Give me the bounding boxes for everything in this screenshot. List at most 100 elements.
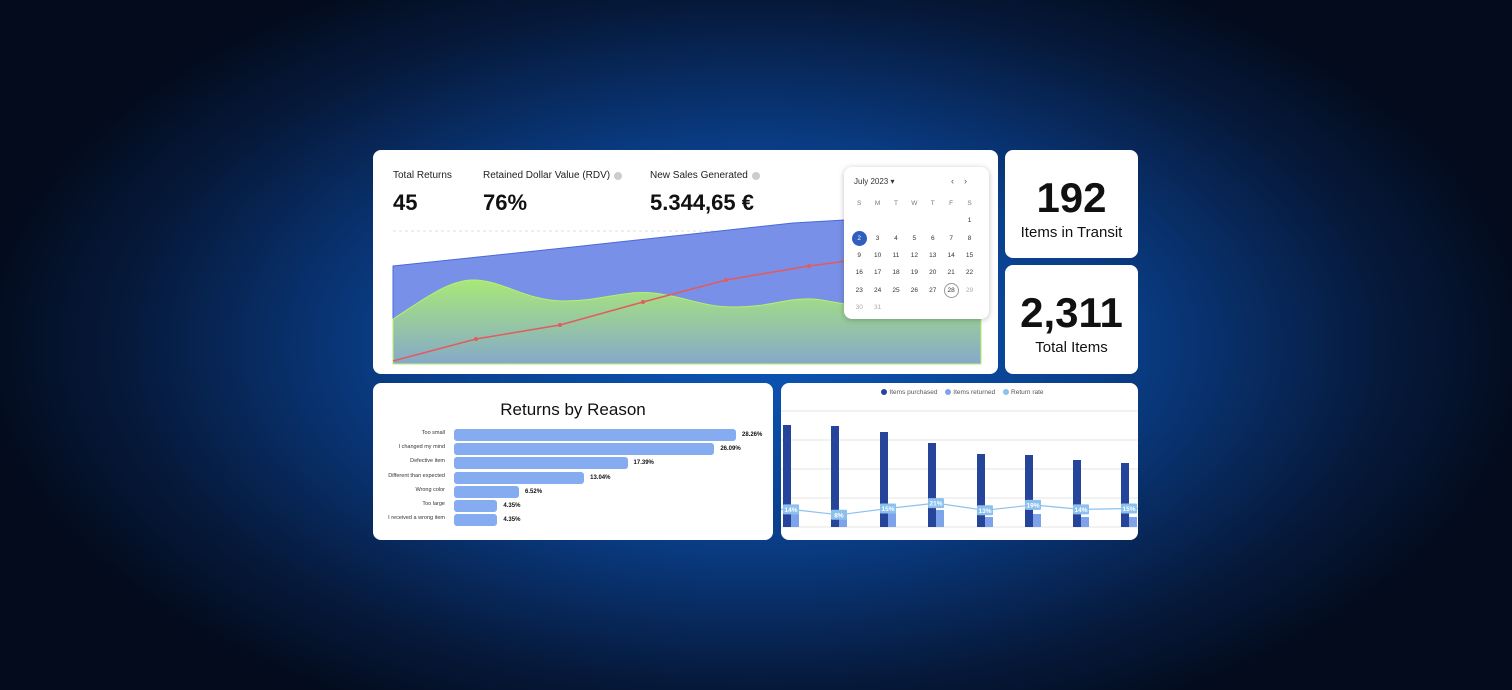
bar-items-purchased	[880, 432, 888, 527]
calendar-day[interactable]: 7	[949, 234, 953, 242]
calendar-day[interactable]: 30	[855, 303, 863, 311]
chevron-down-icon: ▾	[890, 177, 895, 186]
bar-items-purchased	[928, 443, 936, 527]
calendar-day[interactable]: 13	[929, 252, 937, 260]
kpi: Retained Dollar Value (RDV) 76%	[483, 170, 623, 216]
bar-items-purchased	[783, 425, 791, 527]
calendar-day[interactable]: 18	[892, 269, 900, 277]
card-title: Returns by Reason	[500, 400, 646, 419]
rate-label-bg	[1025, 499, 1041, 510]
calendar-day[interactable]: 29	[965, 286, 974, 294]
calendar-day[interactable]: 17	[873, 269, 882, 277]
bar-chart: 14% 8% 15% 21% 13% 19% 14% 15%	[781, 410, 1138, 528]
weekday-label: W	[911, 200, 918, 208]
return-rate-line	[781, 502, 1138, 516]
calendar-day[interactable]: 8	[967, 234, 972, 242]
rate-label-bg	[977, 505, 993, 516]
calendar-day[interactable]: 12	[910, 252, 918, 260]
legend-dot	[1003, 389, 1010, 396]
legend-dot	[945, 389, 952, 396]
prev-month-icon[interactable]: ‹	[951, 176, 964, 186]
reason-row: I received a wrong item 4.35%	[373, 514, 773, 527]
reason-row: Too large 4.35%	[373, 500, 773, 512]
calendar-day[interactable]: 11	[892, 252, 900, 260]
reason-bar	[454, 457, 628, 470]
rate-label: 15%	[881, 506, 894, 513]
next-month-icon[interactable]: ›	[964, 176, 977, 186]
weekday-label: S	[857, 200, 862, 208]
rate-label: 14%	[784, 507, 797, 514]
weekday-label: T	[930, 200, 935, 208]
calendar-day[interactable]: 4	[894, 234, 898, 242]
calendar-day[interactable]: 5	[912, 234, 917, 242]
rate-label: 15%	[1122, 506, 1135, 513]
overview-area-chart	[392, 211, 982, 365]
calendar-day[interactable]: 1	[967, 217, 972, 225]
bar-items-returned	[1129, 517, 1137, 527]
kpi: Total Returns 45	[393, 170, 452, 215]
calendar-day[interactable]: 16	[855, 269, 863, 277]
bar-items-returned	[936, 510, 944, 527]
month-selector[interactable]: July 2023 ▾	[854, 177, 895, 186]
rate-label-bg	[928, 498, 944, 509]
date-picker[interactable]: July 2023 ▾ ‹› S M T W T F S 1 2 3 4 5 6 7 8 9 10 11 12 13 1…	[844, 167, 989, 319]
reason-row: Wrong color 6.52%	[373, 485, 773, 498]
calendar-day[interactable]: 3	[875, 234, 880, 242]
bar-items-returned	[888, 513, 896, 527]
calendar-day[interactable]: 6	[930, 234, 935, 242]
calendar-day[interactable]: 24	[873, 286, 882, 294]
bar-items-returned	[839, 519, 847, 527]
stat-label: Items in Transit	[1020, 224, 1123, 241]
bar-items-returned	[791, 505, 799, 527]
items-in-transit-card: 192 Items in Transit	[1005, 150, 1138, 258]
calendar-day[interactable]: 26	[910, 286, 918, 294]
weekday-label: F	[949, 200, 954, 208]
reason-bar	[454, 485, 520, 498]
rate-label-bg	[783, 504, 799, 515]
calendar-day[interactable]: 9	[857, 252, 861, 260]
bar-items-purchased	[1025, 455, 1033, 527]
calendar-day[interactable]: 20	[929, 269, 937, 277]
purchases-returns-chart-card: Items purchased Items returned Return ra…	[781, 383, 1138, 540]
bar-items-purchased	[1073, 460, 1081, 527]
calendar-day[interactable]: 25	[892, 286, 900, 294]
calendar-day[interactable]: 22	[965, 269, 974, 277]
info-icon[interactable]	[614, 171, 623, 180]
calendar-day[interactable]: 15	[965, 252, 974, 260]
calendar-day[interactable]: 2	[850, 230, 868, 246]
reason-row: Different than expected 13.04%	[373, 471, 773, 484]
bar-items-returned	[1081, 517, 1089, 527]
calendar-day[interactable]: 23	[855, 286, 863, 294]
weekday-label: M	[874, 200, 881, 208]
rate-label-bg	[1073, 504, 1089, 515]
reason-row: Too small 28.26%	[373, 429, 773, 441]
calendar-day[interactable]: 10	[873, 252, 882, 260]
green-area	[392, 279, 982, 365]
kpi: New Sales Generated 5.344,65 €	[650, 170, 760, 216]
rate-label-bg	[880, 503, 896, 514]
legend: Items purchased Items returned Return ra…	[781, 389, 1138, 396]
weekday-label: T	[893, 200, 898, 208]
calendar-day[interactable]: 21	[947, 269, 955, 277]
bar-items-returned	[1033, 514, 1041, 527]
bar-items-returned	[985, 517, 993, 527]
rate-label-bg	[1121, 503, 1137, 514]
calendar-day[interactable]: 14	[947, 252, 955, 260]
reason-bar	[454, 443, 715, 456]
stat-label: Total Items	[1035, 339, 1108, 356]
calendar-day[interactable]: 28	[942, 282, 960, 298]
rate-label-bg	[831, 509, 847, 520]
calendar-day[interactable]: 19	[910, 269, 918, 277]
returns-by-reason-card: Returns by Reason Too small 28.26% I chang…	[373, 383, 773, 540]
bar-items-purchased	[977, 454, 985, 527]
stat-value: 2,311	[1020, 289, 1123, 336]
reason-row: Defective item 17.39%	[373, 457, 773, 470]
info-icon[interactable]	[751, 171, 760, 180]
bar-items-purchased	[831, 426, 839, 527]
calendar-day[interactable]: 27	[929, 286, 937, 294]
stat-value: 192	[1036, 174, 1107, 221]
rate-label: 13%	[978, 508, 991, 515]
reason-bar	[454, 500, 498, 512]
reason-bar	[454, 429, 736, 441]
calendar-day[interactable]: 31	[873, 303, 882, 311]
